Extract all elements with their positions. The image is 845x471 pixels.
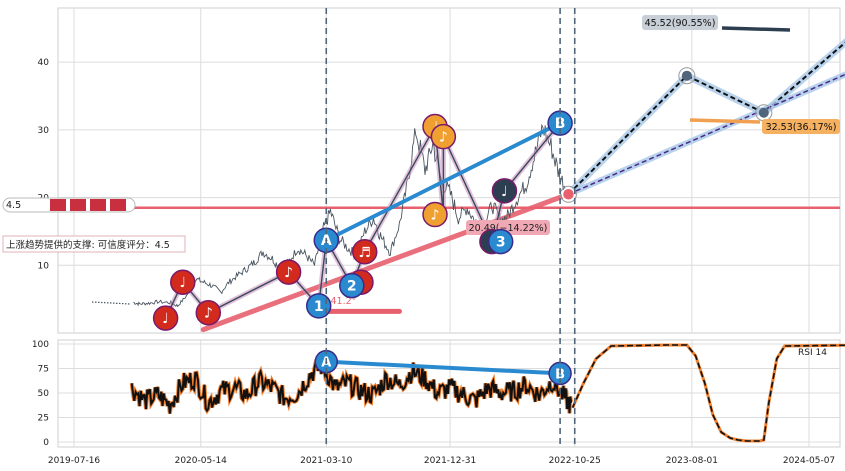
note-marker [195, 299, 222, 326]
note-glyph: ♬ [358, 245, 371, 261]
badge-icon [70, 199, 86, 211]
axes: 2019-07-16 2020-05-14 2021-03-10 2021-12-31… [32, 58, 835, 466]
projection-target-dot [758, 107, 769, 118]
badge-icon [90, 199, 106, 211]
projection-path [567, 41, 845, 196]
note-marker [491, 178, 518, 204]
rsi-legend: RSI 14 [798, 348, 827, 358]
note-marker [152, 305, 179, 331]
price-line [133, 123, 568, 308]
projection-second-line [568, 73, 845, 195]
projection-target-dot [681, 70, 692, 81]
mid-target-arrow [689, 118, 761, 124]
price-y-tick-label: 30 [38, 126, 50, 136]
wave-label-marker [339, 272, 365, 299]
x-tick-label: 2022-10-25 [549, 456, 601, 466]
wave-label-marker [487, 228, 514, 255]
note-marker [422, 201, 448, 228]
target-label-box [642, 15, 718, 30]
note-glyph: ♩ [179, 275, 186, 291]
wave-label-text: 3 [496, 235, 506, 251]
rsi-y-tick-label: 25 [38, 414, 49, 424]
badge-icon [50, 199, 66, 211]
mid-target-label: 32.53(36.17%) [766, 122, 837, 133]
wave-label-marker [305, 293, 332, 319]
angle-label: ∡41.2° [322, 296, 356, 307]
wave-label-text: 2 [347, 279, 357, 295]
projection-target-ring [559, 185, 577, 203]
note-glyph: ♪ [204, 306, 213, 322]
x-tick-label: 2019-07-16 [48, 456, 101, 466]
note-glyph: ♪ [431, 208, 440, 224]
x-tick-label: 2021-03-10 [300, 456, 353, 466]
support-note-box [2, 235, 186, 253]
target-label: 45.52(90.55%) [645, 18, 716, 29]
rsi-y-tick-label: 50 [38, 389, 50, 399]
current-price-dot [561, 187, 576, 202]
rsi-panel [129, 343, 845, 443]
support-trendline [200, 191, 571, 333]
support-note: 上涨趋势提供的支撑: 可信度评分：4.5 [6, 239, 170, 251]
rsi-y-tick-label: 0 [43, 438, 49, 448]
rsi-line [130, 356, 573, 414]
badge-icon [110, 199, 126, 211]
annotations: 45.52(90.55%) 32.53(36.17%) 20.49(−14.22%)… [2, 8, 840, 447]
note-marker [275, 259, 302, 285]
x-tick-label: 2024-05-07 [783, 456, 835, 466]
wave-label-text: B [555, 116, 566, 132]
price-y-tick-label: 40 [38, 58, 50, 68]
note-glyph: ♩ [501, 184, 508, 200]
wave-ab-line [325, 121, 561, 243]
note-glyph: ♪ [439, 130, 448, 146]
support-level-label: 4.5 [6, 200, 21, 211]
current-label: 20.49(−14.22%) [469, 223, 548, 234]
rsi-divergence-label: B [555, 367, 565, 382]
mid-target-label-box [762, 119, 840, 134]
note-glyph: ♩ [162, 311, 169, 327]
target-arrow [721, 26, 791, 32]
price-y-tick-label: 10 [38, 261, 50, 271]
x-tick-label: 2020-05-14 [175, 456, 228, 466]
wave-label-text: 1 [314, 299, 324, 315]
x-tick-label: 2021-12-31 [424, 456, 476, 466]
projection-target-ring [678, 67, 696, 85]
rsi-y-tick-label: 100 [32, 340, 49, 350]
note-glyph: ♪ [284, 265, 293, 281]
note-marker [430, 123, 457, 150]
rsi-projection [571, 344, 845, 442]
rsi-divergence-line [326, 359, 561, 376]
rsi-y-tick-label: 75 [38, 365, 49, 375]
note-marker [170, 269, 196, 295]
x-tick-label: 2023-08-01 [666, 456, 718, 466]
note-marker [351, 239, 378, 265]
price-early-dots [91, 301, 131, 305]
